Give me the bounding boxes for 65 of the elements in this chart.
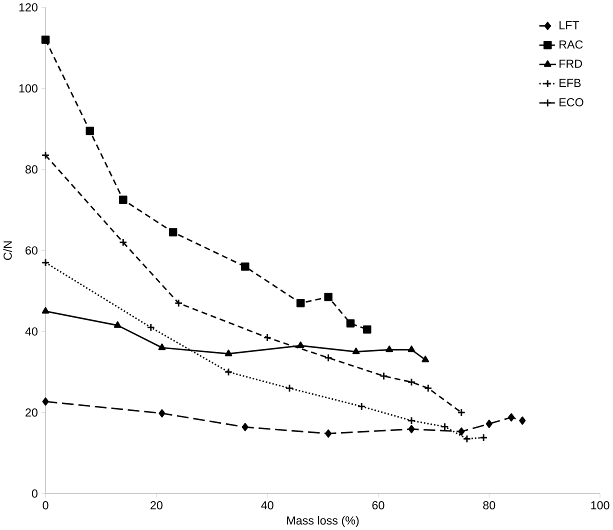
x-tick-label: 100 [591, 501, 610, 510]
point [296, 298, 305, 308]
point [424, 384, 432, 392]
legend-label: EFB [560, 78, 581, 87]
point [352, 348, 360, 354]
y-axis-title: C/N [3, 241, 12, 260]
point [224, 368, 233, 376]
point [508, 413, 515, 422]
point [158, 409, 166, 418]
point [458, 427, 465, 436]
point [285, 384, 294, 392]
point [346, 319, 355, 328]
point [440, 422, 449, 431]
point [296, 341, 304, 348]
point [42, 397, 49, 406]
point [357, 402, 366, 410]
point [479, 433, 488, 442]
point [41, 151, 50, 160]
point [363, 325, 372, 334]
legend-label: ECO [560, 98, 584, 106]
point [224, 350, 232, 356]
point [168, 228, 178, 236]
point [119, 196, 128, 204]
point [119, 238, 128, 246]
point [325, 429, 332, 438]
point [263, 333, 272, 342]
y-tick-label: 120 [19, 3, 38, 12]
legend-label: LFT [560, 21, 580, 30]
point [146, 323, 156, 332]
point [241, 262, 250, 271]
point [386, 346, 393, 352]
point [41, 258, 50, 267]
x-tick-label: 80 [483, 501, 496, 510]
legend-label: RAC [560, 40, 583, 49]
point [174, 298, 183, 308]
y-tick-label: 80 [25, 165, 38, 174]
point [422, 356, 430, 362]
point [86, 126, 94, 135]
point [324, 292, 332, 302]
point [158, 343, 166, 350]
point [457, 408, 466, 417]
point [407, 416, 416, 425]
y-tick-label: 60 [26, 246, 38, 254]
y-tick-label: 20 [26, 408, 38, 417]
point [408, 424, 415, 434]
point [486, 420, 492, 428]
point [462, 434, 472, 443]
x-tick-label: 60 [372, 501, 384, 510]
point [242, 422, 248, 432]
y-tick-label: 40 [25, 327, 38, 336]
point [41, 36, 50, 44]
point [114, 321, 122, 328]
point [407, 378, 416, 386]
point [42, 307, 50, 314]
x-tick-label: 0 [42, 501, 48, 510]
y-tick-label: 0 [32, 489, 38, 498]
legend-label: FRD [560, 60, 582, 68]
x-axis-title: Mass loss (%) [287, 516, 359, 527]
point [408, 346, 416, 352]
point [324, 354, 332, 362]
y-tick-label: 100 [19, 84, 38, 92]
x-tick-label: 40 [261, 501, 274, 510]
x-tick-label: 20 [150, 501, 162, 510]
point [380, 372, 388, 380]
point [519, 416, 526, 425]
